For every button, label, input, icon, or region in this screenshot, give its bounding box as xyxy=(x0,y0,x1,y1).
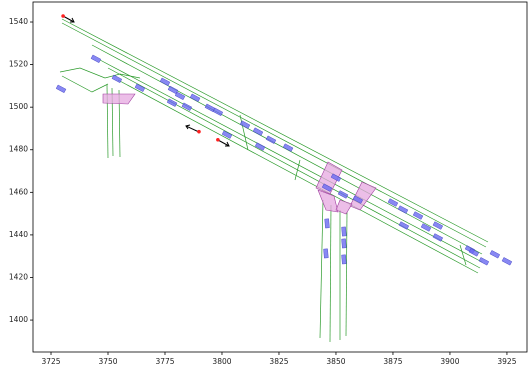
vehicle xyxy=(398,221,410,230)
x-tick-label: 3775 xyxy=(155,357,174,366)
y-tick-label: 1480 xyxy=(9,145,28,154)
y-tick-label: 1420 xyxy=(9,272,28,281)
vehicle xyxy=(254,142,266,151)
x-tick-label: 3825 xyxy=(269,357,288,366)
x-tick-label: 3750 xyxy=(98,357,117,366)
vehicle xyxy=(212,107,224,117)
vehicle xyxy=(181,102,193,111)
vehicle xyxy=(489,250,501,259)
vehicle xyxy=(239,120,251,129)
vehicle xyxy=(330,173,342,182)
vehicle xyxy=(159,77,171,86)
vehicle xyxy=(265,135,277,144)
vehicle xyxy=(90,54,102,63)
vehicle xyxy=(468,248,480,257)
y-tick-label: 1540 xyxy=(9,17,28,26)
vehicle xyxy=(321,183,333,192)
vehicle xyxy=(252,127,264,136)
y-tick-label: 1400 xyxy=(9,315,28,324)
vehicle xyxy=(134,83,146,92)
plot-area xyxy=(32,1,528,353)
vehicle xyxy=(282,143,294,152)
x-tick-label: 3800 xyxy=(212,357,231,366)
vehicle xyxy=(324,218,330,229)
vehicle xyxy=(432,233,444,242)
vehicle xyxy=(323,248,329,259)
x-tick-label: 3925 xyxy=(497,357,516,366)
vehicle xyxy=(387,198,399,207)
x-tick-label: 3900 xyxy=(440,357,459,366)
y-tick-label: 1440 xyxy=(9,230,28,239)
vehicle xyxy=(189,93,201,102)
x-tick-label: 3850 xyxy=(326,357,345,366)
vehicle xyxy=(111,74,123,84)
agent xyxy=(197,129,201,134)
vehicle xyxy=(55,84,67,94)
vehicle xyxy=(337,190,349,199)
agent xyxy=(61,14,65,18)
vehicle xyxy=(397,205,409,214)
y-tick-label: 1520 xyxy=(9,60,28,69)
vehicle xyxy=(341,238,347,249)
crosswalks xyxy=(102,93,377,215)
x-tick-label: 3875 xyxy=(383,357,402,366)
y-tick-label: 1500 xyxy=(9,102,28,111)
vehicle xyxy=(166,98,178,107)
road-network xyxy=(59,18,489,343)
vehicle xyxy=(174,91,186,101)
vehicle xyxy=(341,226,347,237)
heading-arrows xyxy=(62,15,230,147)
vehicle xyxy=(412,211,424,220)
vehicle xyxy=(420,223,432,232)
vehicle xyxy=(478,257,490,266)
vehicle xyxy=(432,221,444,230)
x-tick-label: 3725 xyxy=(41,357,60,366)
y-tick-label: 1460 xyxy=(9,187,28,196)
vehicle xyxy=(501,257,513,266)
vehicle xyxy=(221,130,233,139)
agent xyxy=(216,137,220,142)
vehicle xyxy=(341,254,347,265)
vehicle xyxy=(352,195,364,204)
